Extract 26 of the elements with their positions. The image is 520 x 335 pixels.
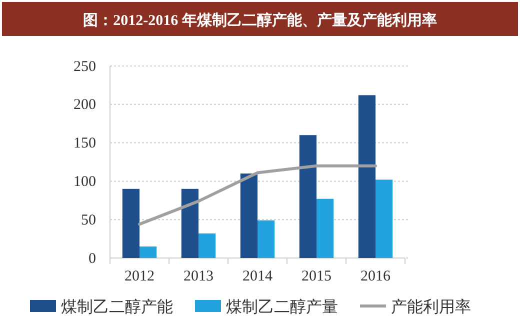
bar <box>358 95 376 258</box>
legend-label: 煤制乙二醇产量 <box>226 297 338 316</box>
x-tick-label: 2015 <box>302 268 332 285</box>
bar <box>240 174 258 258</box>
bar <box>376 180 393 258</box>
bar <box>198 233 216 258</box>
legend-label: 产能利用率 <box>391 297 471 316</box>
x-tick-label: 2016 <box>360 268 391 285</box>
bar <box>140 246 157 258</box>
bar <box>316 198 334 258</box>
y-tick-label: 0 <box>88 250 96 267</box>
bar <box>122 188 140 258</box>
line-series <box>138 164 377 226</box>
y-tick-label: 50 <box>81 212 96 228</box>
x-tick-label: 2013 <box>184 268 214 285</box>
x-tick-label: 2014 <box>242 268 273 285</box>
chart-title: 图：2012-2016 年煤制乙二醇产能、产量及产能利用率 <box>83 11 437 29</box>
bar <box>181 188 198 258</box>
y-tick-label: 150 <box>74 136 96 152</box>
y-tick-label: 200 <box>74 97 96 114</box>
y-tick-label: 100 <box>74 174 96 190</box>
legend-label: 煤制乙二醇产能 <box>61 297 173 316</box>
x-tick-label: 2012 <box>124 268 154 285</box>
y-tick-label: 250 <box>74 58 96 75</box>
bar <box>258 220 275 258</box>
bar <box>299 135 316 258</box>
